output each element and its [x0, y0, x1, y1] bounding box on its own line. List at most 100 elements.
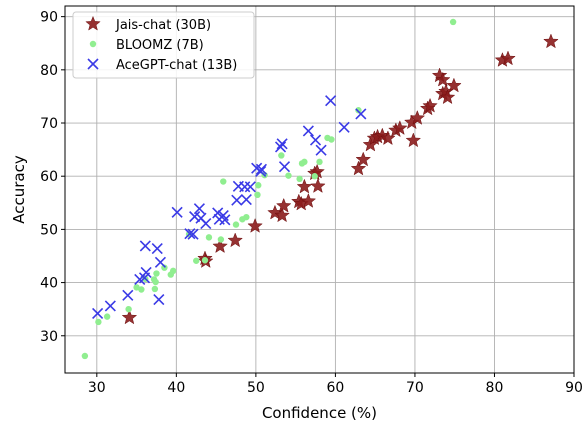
- acegpt-chat-13b-point: [193, 203, 205, 215]
- acegpt-chat-13b-point: [255, 165, 267, 177]
- acegpt-chat-13b-point: [302, 125, 314, 137]
- series-acegpt-chat-13b: [92, 95, 367, 319]
- bloomz-7b-point: [255, 182, 262, 189]
- jais-chat-30b-point: [405, 132, 422, 148]
- jais-chat-30b-point: [446, 77, 462, 93]
- x-tick-label: 60: [326, 380, 344, 396]
- acegpt-chat-13b-point: [187, 228, 199, 240]
- bloomz-7b-point: [95, 318, 102, 326]
- x-axis-label: Confidence (%): [262, 404, 377, 422]
- x-tick-label: 40: [167, 380, 185, 396]
- bloomz-7b-point: [133, 284, 140, 291]
- jais-chat-30b-point: [300, 193, 317, 208]
- acegpt-chat-13b-point: [231, 194, 243, 206]
- y-tick-label: 60: [40, 169, 58, 185]
- legend-marker: [89, 40, 97, 48]
- acegpt-chat-13b-point: [309, 134, 322, 146]
- bloomz-7b-point: [152, 278, 159, 286]
- jais-chat-30b-point: [409, 110, 426, 125]
- bloomz-7b-point: [161, 264, 168, 271]
- acegpt-chat-13b-point: [255, 163, 268, 175]
- bloomz-7b-point: [205, 234, 213, 241]
- jais-chat-30b-point: [439, 89, 456, 105]
- acegpt-chat-13b-point: [244, 181, 256, 193]
- legend-marker: [87, 58, 99, 70]
- data-points: [81, 18, 559, 360]
- bloomz-7b-point: [311, 173, 318, 180]
- jais-chat-30b-point: [355, 151, 372, 167]
- jais-chat-30b-point: [350, 160, 367, 176]
- acegpt-chat-13b-point: [274, 141, 287, 153]
- bloomz-7b-point: [355, 107, 362, 114]
- acegpt-chat-13b-point: [239, 181, 251, 193]
- x-axis-ticks: 30 40 50 60 70 80 90: [88, 373, 582, 396]
- bloomz-7b-point: [138, 286, 145, 293]
- acegpt-chat-13b-point: [92, 307, 104, 319]
- acegpt-chat-13b-point: [219, 214, 231, 226]
- jais-chat-30b-point: [434, 71, 451, 87]
- legend-label: BLOOMZ (7B): [116, 38, 204, 53]
- legend-marker: [85, 15, 101, 31]
- acegpt-chat-13b-point: [355, 108, 367, 120]
- bloomz-7b-point: [254, 191, 261, 199]
- bloomz-7b-point: [220, 178, 227, 185]
- bloomz-7b-point: [125, 305, 132, 313]
- bloomz-7b-point: [296, 175, 303, 183]
- bloomz-7b-point: [81, 352, 89, 360]
- bloomz-7b-point: [278, 152, 285, 159]
- jais-chat-30b-point: [274, 207, 290, 223]
- bloomz-7b-point: [328, 136, 335, 143]
- acegpt-chat-13b-point: [153, 294, 165, 306]
- y-tick-label: 40: [40, 276, 58, 292]
- acegpt-chat-13b-point: [200, 217, 212, 230]
- series-bloomz-7b: [81, 18, 457, 360]
- bloomz-7b-point: [301, 158, 308, 166]
- jais-chat-30b-point: [212, 238, 228, 254]
- bloomz-7b-point: [151, 285, 159, 293]
- acegpt-chat-13b-point: [184, 228, 196, 240]
- jais-chat-30b-point: [422, 97, 438, 113]
- jais-chat-30b-point: [227, 232, 243, 248]
- legend: Jais-chat (30B) BLOOMZ (7B) AceGPT-chat (1…: [72, 11, 255, 79]
- jais-chat-30b-point: [247, 218, 263, 233]
- jais-chat-30b-point: [275, 197, 292, 213]
- acegpt-chat-13b-point: [154, 256, 167, 268]
- x-tick-label: 80: [486, 380, 504, 396]
- acegpt-chat-13b-point: [104, 300, 116, 312]
- bloomz-7b-point: [232, 221, 240, 228]
- grid-lines: [65, 6, 575, 373]
- x-tick-label: 30: [88, 380, 106, 396]
- acegpt-chat-13b-point: [122, 289, 134, 301]
- acegpt-chat-13b-point: [151, 242, 163, 255]
- jais-chat-30b-point: [500, 50, 516, 66]
- jais-chat-30b-point: [296, 178, 313, 194]
- bloomz-7b-point: [217, 236, 225, 243]
- acegpt-chat-13b-point: [189, 211, 201, 223]
- bloomz-7b-point: [193, 257, 200, 264]
- legend-box: [72, 11, 255, 79]
- acegpt-chat-13b-point: [278, 161, 291, 173]
- acegpt-chat-13b-point: [140, 266, 152, 279]
- jais-chat-30b-point: [310, 178, 326, 193]
- bloomz-7b-point: [243, 213, 250, 221]
- acegpt-chat-13b-point: [325, 95, 337, 107]
- jais-chat-30b-point: [392, 120, 408, 135]
- acegpt-chat-13b-point: [139, 240, 151, 252]
- bloomz-7b-point: [449, 18, 457, 26]
- acegpt-chat-13b-point: [315, 144, 327, 156]
- jais-chat-30b-point: [543, 33, 559, 49]
- jais-chat-30b-point: [380, 130, 396, 146]
- x-tick-label: 50: [247, 380, 265, 396]
- jais-chat-30b-point: [121, 309, 138, 325]
- bloomz-7b-point: [316, 158, 323, 166]
- bloomz-7b-point: [285, 172, 292, 179]
- acegpt-chat-13b-point: [276, 138, 288, 150]
- acegpt-chat-13b-point: [240, 194, 252, 206]
- y-tick-label: 80: [40, 63, 58, 79]
- legend-label: AceGPT-chat (13B): [116, 58, 237, 73]
- bloomz-7b-point: [103, 313, 111, 320]
- acegpt-chat-13b-point: [338, 121, 350, 133]
- bloomz-7b-point: [153, 270, 160, 277]
- acegpt-chat-13b-point: [171, 206, 183, 218]
